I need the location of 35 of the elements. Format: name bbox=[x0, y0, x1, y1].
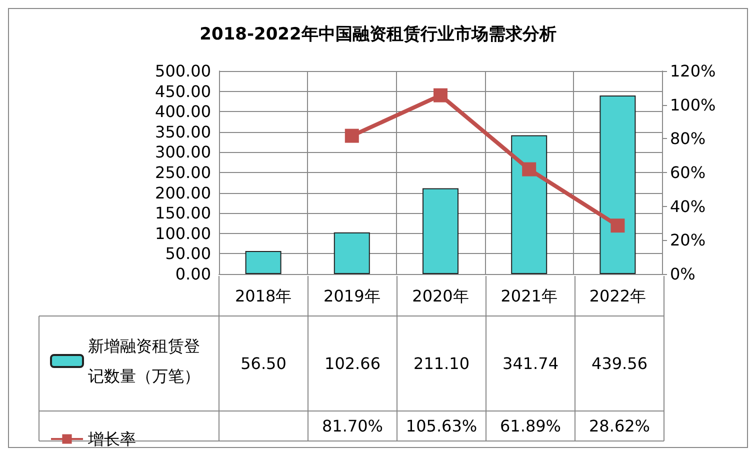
y2-tick-label: 100% bbox=[670, 95, 716, 114]
y-tick-label: 300.00 bbox=[155, 142, 211, 162]
data-label: 105.63% bbox=[406, 416, 478, 436]
y-tick-label: 50.00 bbox=[165, 244, 211, 264]
y2-tick-label: 20% bbox=[670, 230, 706, 250]
legend-label: 增长率 bbox=[87, 430, 136, 448]
legend-label: 新增融资租赁登记数量（万笔） bbox=[88, 336, 200, 386]
y-tick-label: 400.00 bbox=[155, 102, 211, 122]
data-label: 81.70% bbox=[322, 416, 384, 436]
x-tick-label: 2021年 bbox=[500, 286, 558, 306]
y-tick-label: 150.00 bbox=[155, 204, 211, 223]
data-label: 28.62% bbox=[588, 416, 650, 436]
y-tick-label: 450.00 bbox=[155, 82, 211, 101]
data-label: 56.50 bbox=[240, 354, 286, 373]
data-label: 211.10 bbox=[414, 354, 470, 373]
y2-tick-label: 60% bbox=[670, 163, 706, 182]
chart-title: 2018-2022年中国融资租赁行业市场需求分析 bbox=[200, 24, 556, 44]
y2-tick-label: 40% bbox=[670, 196, 706, 216]
y2-tick-label: 120% bbox=[670, 62, 716, 80]
data-label: 61.89% bbox=[500, 416, 562, 436]
data-label: 439.56 bbox=[592, 354, 648, 373]
y-tick-label: 200.00 bbox=[155, 183, 211, 202]
y-tick-label: 0.00 bbox=[175, 264, 211, 284]
y2-tick-label: 80% bbox=[670, 129, 706, 148]
y2-tick-label: 0% bbox=[670, 264, 696, 284]
y-tick-label: 350.00 bbox=[155, 122, 211, 142]
y-tick-label: 500.00 bbox=[155, 62, 211, 80]
x-tick-label: 2019年 bbox=[324, 286, 380, 306]
data-label: 341.74 bbox=[502, 354, 558, 373]
y-tick-label: 250.00 bbox=[155, 163, 211, 182]
data-label: 102.66 bbox=[324, 354, 380, 373]
x-tick-label: 2020年 bbox=[412, 286, 469, 306]
y-tick-label: 100.00 bbox=[155, 224, 211, 243]
x-tick-label: 2022年 bbox=[589, 286, 646, 306]
x-tick-label: 2018年 bbox=[234, 286, 292, 306]
